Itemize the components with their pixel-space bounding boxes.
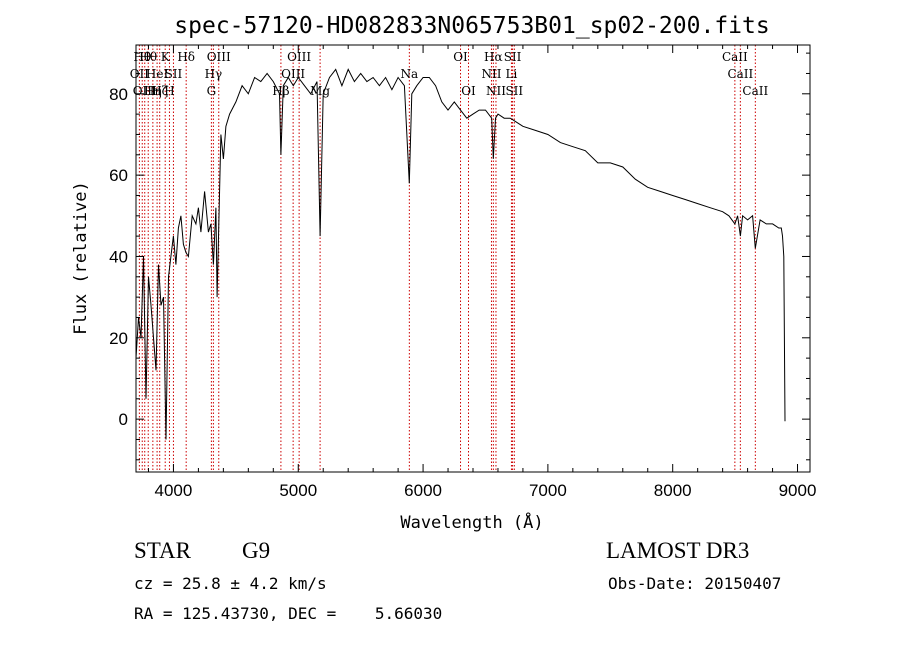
line-label-21: NII	[481, 67, 501, 81]
survey-name: LAMOST DR3	[606, 538, 750, 563]
x-axis-label: Wavelength (Å)	[400, 511, 543, 533]
line-label-26: SII	[505, 84, 523, 98]
line-label-10: Hδ	[177, 50, 195, 64]
spectral-line-labels: OIIHθOIIIHθHηHeIHζKHSIIHδGHγOIIIHβOIIIOI…	[130, 50, 769, 98]
redshift-velocity: cz = 25.8 ± 4.2 km/s	[134, 574, 327, 593]
coordinates: RA = 125.43730, DEC = 5.66030	[134, 604, 443, 623]
line-label-5: HeI	[146, 67, 169, 81]
line-label-27: CaII	[722, 50, 748, 64]
line-label-28: CaII	[727, 67, 753, 81]
y-tick-label-0: 0	[119, 410, 128, 429]
x-tick-label-2: 6000	[404, 481, 442, 500]
line-label-9: SII	[165, 67, 183, 81]
y-tick-label-2: 40	[109, 247, 128, 266]
y-tick-label-3: 60	[109, 166, 128, 185]
line-label-24: Li	[506, 67, 518, 81]
y-tick-label-4: 80	[109, 85, 128, 104]
line-label-22: Hα	[484, 50, 503, 64]
x-tick-label-5: 9000	[779, 481, 817, 500]
line-label-25: SII	[504, 50, 522, 64]
spectral-line-markers	[138, 45, 756, 472]
line-label-16: OIII	[287, 50, 311, 64]
line-label-11: G	[207, 84, 217, 98]
line-label-13: OIII	[207, 50, 231, 64]
object-subclass: G9	[242, 538, 271, 563]
line-label-19: OI	[453, 50, 468, 64]
x-tick-label-4: 8000	[654, 481, 692, 500]
chart-title: spec-57120-HD082833N065753B01_sp02-200.f…	[174, 13, 769, 39]
line-label-20: OI	[461, 84, 476, 98]
line-label-12: Hγ	[205, 67, 223, 81]
line-label-15: OIII	[281, 67, 305, 81]
x-tick-label-0: 4000	[155, 481, 193, 500]
y-axis-ticks: 0 20 40 60 80	[109, 52, 810, 461]
y-tick-label-1: 20	[109, 329, 128, 348]
plot-frame	[135, 44, 811, 473]
x-tick-label-1: 5000	[279, 481, 317, 500]
line-label-29: CaII	[742, 84, 768, 98]
line-label-14: Hβ	[272, 84, 289, 98]
observation-date: Obs-Date: 20150407	[608, 574, 782, 593]
line-label-23: NII	[486, 84, 506, 98]
line-label-4: Hη	[144, 84, 162, 98]
line-label-18: Na	[401, 67, 419, 81]
line-label-8: H	[164, 84, 174, 98]
x-tick-label-3: 7000	[529, 481, 567, 500]
object-class: STAR	[134, 538, 191, 563]
spectrum-series	[135, 68, 786, 440]
y-axis-label: Flux (relative)	[71, 181, 91, 335]
line-label-3: Hθ	[139, 50, 157, 64]
x-axis-ticks: 4000 5000 6000 7000 8000 9000	[147, 45, 817, 500]
line-label-6: Hζ	[151, 84, 168, 98]
line-label-2: OIII	[133, 84, 157, 98]
line-label-17: Mg	[310, 84, 330, 98]
line-label-7: K	[161, 50, 171, 64]
line-label-0: OII	[130, 67, 150, 81]
